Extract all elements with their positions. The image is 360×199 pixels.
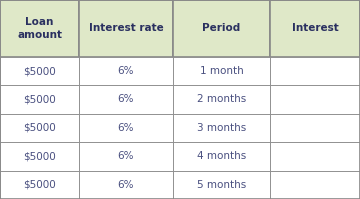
Bar bbox=[173, 114, 270, 142]
Bar bbox=[270, 0, 360, 57]
Text: Interest: Interest bbox=[292, 23, 338, 33]
Bar bbox=[270, 85, 360, 114]
Bar bbox=[173, 171, 270, 199]
Text: Loan
amount: Loan amount bbox=[17, 17, 62, 40]
Text: $5000: $5000 bbox=[23, 180, 56, 190]
Text: $5000: $5000 bbox=[23, 151, 56, 161]
Text: 6%: 6% bbox=[118, 123, 134, 133]
Bar bbox=[270, 142, 360, 171]
Bar bbox=[0, 171, 79, 199]
Bar bbox=[173, 57, 270, 85]
Bar bbox=[0, 85, 79, 114]
Text: 6%: 6% bbox=[118, 66, 134, 76]
Bar bbox=[79, 114, 173, 142]
Bar bbox=[79, 142, 173, 171]
Text: Interest rate: Interest rate bbox=[89, 23, 163, 33]
Text: 5 months: 5 months bbox=[197, 180, 246, 190]
Bar bbox=[173, 85, 270, 114]
Text: $5000: $5000 bbox=[23, 66, 56, 76]
Text: 1 month: 1 month bbox=[199, 66, 243, 76]
Bar bbox=[173, 142, 270, 171]
Text: 4 months: 4 months bbox=[197, 151, 246, 161]
Bar bbox=[79, 85, 173, 114]
Bar bbox=[0, 0, 79, 57]
Bar bbox=[0, 142, 79, 171]
Text: $5000: $5000 bbox=[23, 123, 56, 133]
Bar bbox=[270, 114, 360, 142]
Bar bbox=[0, 57, 79, 85]
Bar bbox=[0, 114, 79, 142]
Bar bbox=[79, 0, 173, 57]
Text: 2 months: 2 months bbox=[197, 95, 246, 104]
Text: 6%: 6% bbox=[118, 95, 134, 104]
Text: 6%: 6% bbox=[118, 151, 134, 161]
Bar bbox=[79, 57, 173, 85]
Bar bbox=[79, 171, 173, 199]
Text: $5000: $5000 bbox=[23, 95, 56, 104]
Text: 6%: 6% bbox=[118, 180, 134, 190]
Bar bbox=[270, 171, 360, 199]
Bar bbox=[173, 0, 270, 57]
Text: 3 months: 3 months bbox=[197, 123, 246, 133]
Bar bbox=[270, 57, 360, 85]
Text: Period: Period bbox=[202, 23, 240, 33]
